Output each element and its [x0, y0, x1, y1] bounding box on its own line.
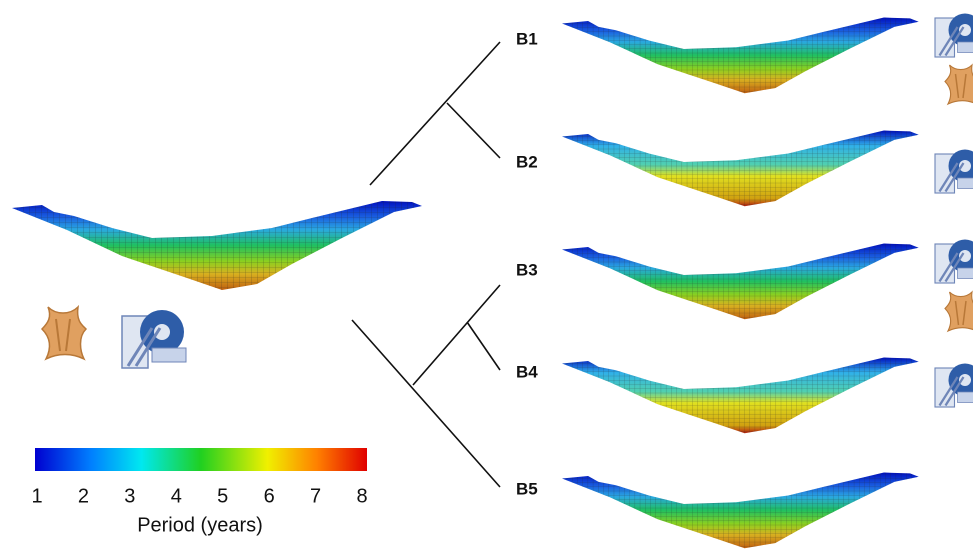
- panel-label: B2: [516, 152, 538, 171]
- tree: [351, 41, 501, 488]
- colorbar-tick-label: 7: [310, 485, 321, 507]
- colorbar-tick-label: 3: [124, 485, 135, 507]
- colorbar-tick-label: 4: [171, 485, 182, 507]
- bone-icon: [944, 291, 973, 332]
- cross-section-main: [12, 201, 422, 290]
- cross-section-b1: [562, 18, 919, 94]
- cross-section-b3: [562, 244, 919, 320]
- bone-icon: [41, 306, 87, 360]
- panel-label: B3: [516, 260, 538, 279]
- colorbar-tick-label: 5: [217, 485, 228, 507]
- machine-icon: [933, 362, 973, 409]
- bone-icon: [944, 64, 973, 105]
- machine-icon: [120, 308, 188, 370]
- colorbar-label: Period (years): [137, 514, 263, 536]
- colorbar-tick-label: 8: [356, 485, 367, 507]
- cross-section-b5: [562, 473, 919, 549]
- cross-section-b2: [562, 131, 919, 207]
- colorbar-tick-label: 6: [264, 485, 275, 507]
- cross-section-b4: [562, 358, 919, 434]
- colorbar-tick-label: 1: [31, 485, 42, 507]
- panel-label: B5: [516, 479, 538, 498]
- colorbar: [35, 448, 367, 471]
- colorbar-tick-label: 2: [78, 485, 89, 507]
- machine-icon: [933, 238, 973, 285]
- machine-icon: [933, 12, 973, 59]
- machine-icon: [933, 148, 973, 195]
- panel-label: B1: [516, 29, 538, 48]
- panel-label: B4: [516, 362, 538, 381]
